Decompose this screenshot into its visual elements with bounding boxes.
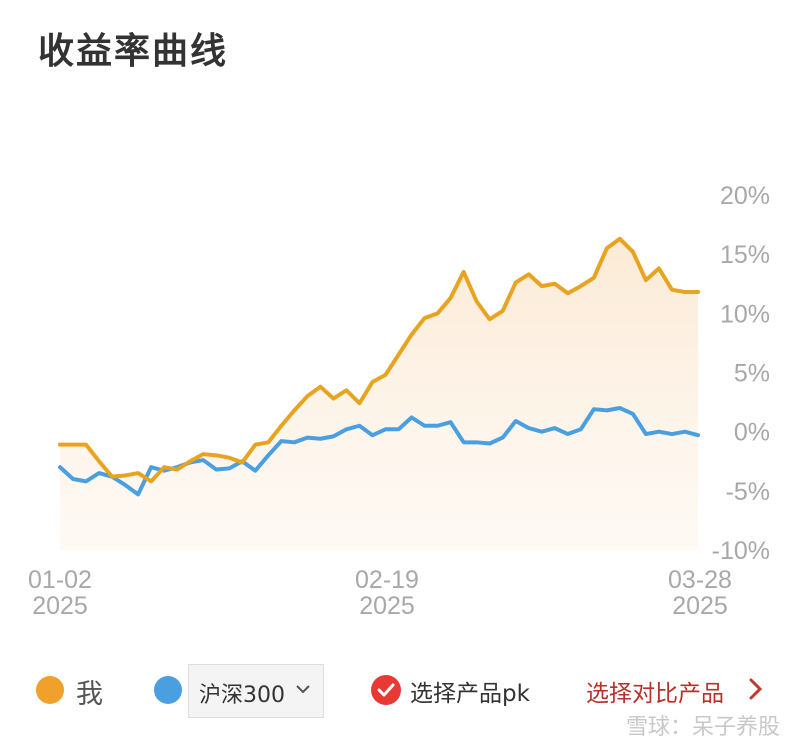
y-tick-label: 20%: [720, 182, 770, 210]
index-select-label: 沪深300: [199, 683, 285, 708]
x-tick-label: 2025: [32, 592, 88, 620]
me-legend-label: 我: [76, 679, 103, 710]
y-tick-label: -5%: [726, 478, 770, 506]
index-series-line: [58, 406, 700, 497]
yield-curve-chart: 20%15%10%5%0%-5%-10% 01-02202502-1920250…: [28, 182, 770, 620]
watermark: 雪球：呆子养股: [625, 715, 780, 740]
me-legend-dot: [36, 676, 64, 704]
me-series-line: [58, 236, 700, 484]
x-tick-label: 01-02: [28, 566, 92, 594]
chart-title: 收益率曲线: [38, 31, 229, 72]
y-tick-label: 0%: [734, 419, 770, 447]
index-select[interactable]: 沪深300: [188, 664, 324, 718]
x-tick-label: 2025: [359, 592, 415, 620]
legend-bar: 我 沪深300 选择产品pk 选择对比产品: [0, 662, 800, 722]
y-tick-label: 10%: [720, 300, 770, 328]
y-tick-label: -10%: [712, 537, 770, 565]
pk-label[interactable]: 选择产品pk: [410, 681, 530, 707]
y-tick-label: 15%: [720, 241, 770, 269]
index-legend-dot: [154, 676, 182, 704]
me-area-fill: [60, 238, 698, 551]
y-tick-label: 5%: [734, 360, 770, 388]
x-tick-label: 02-19: [355, 566, 419, 594]
chevron-right-icon[interactable]: [748, 676, 764, 702]
x-tick-label: 2025: [672, 592, 728, 620]
pk-check-icon[interactable]: [371, 675, 401, 705]
x-tick-label: 03-28: [668, 566, 732, 594]
compare-product-link[interactable]: 选择对比产品: [586, 681, 724, 707]
chevron-down-icon: [296, 685, 310, 694]
